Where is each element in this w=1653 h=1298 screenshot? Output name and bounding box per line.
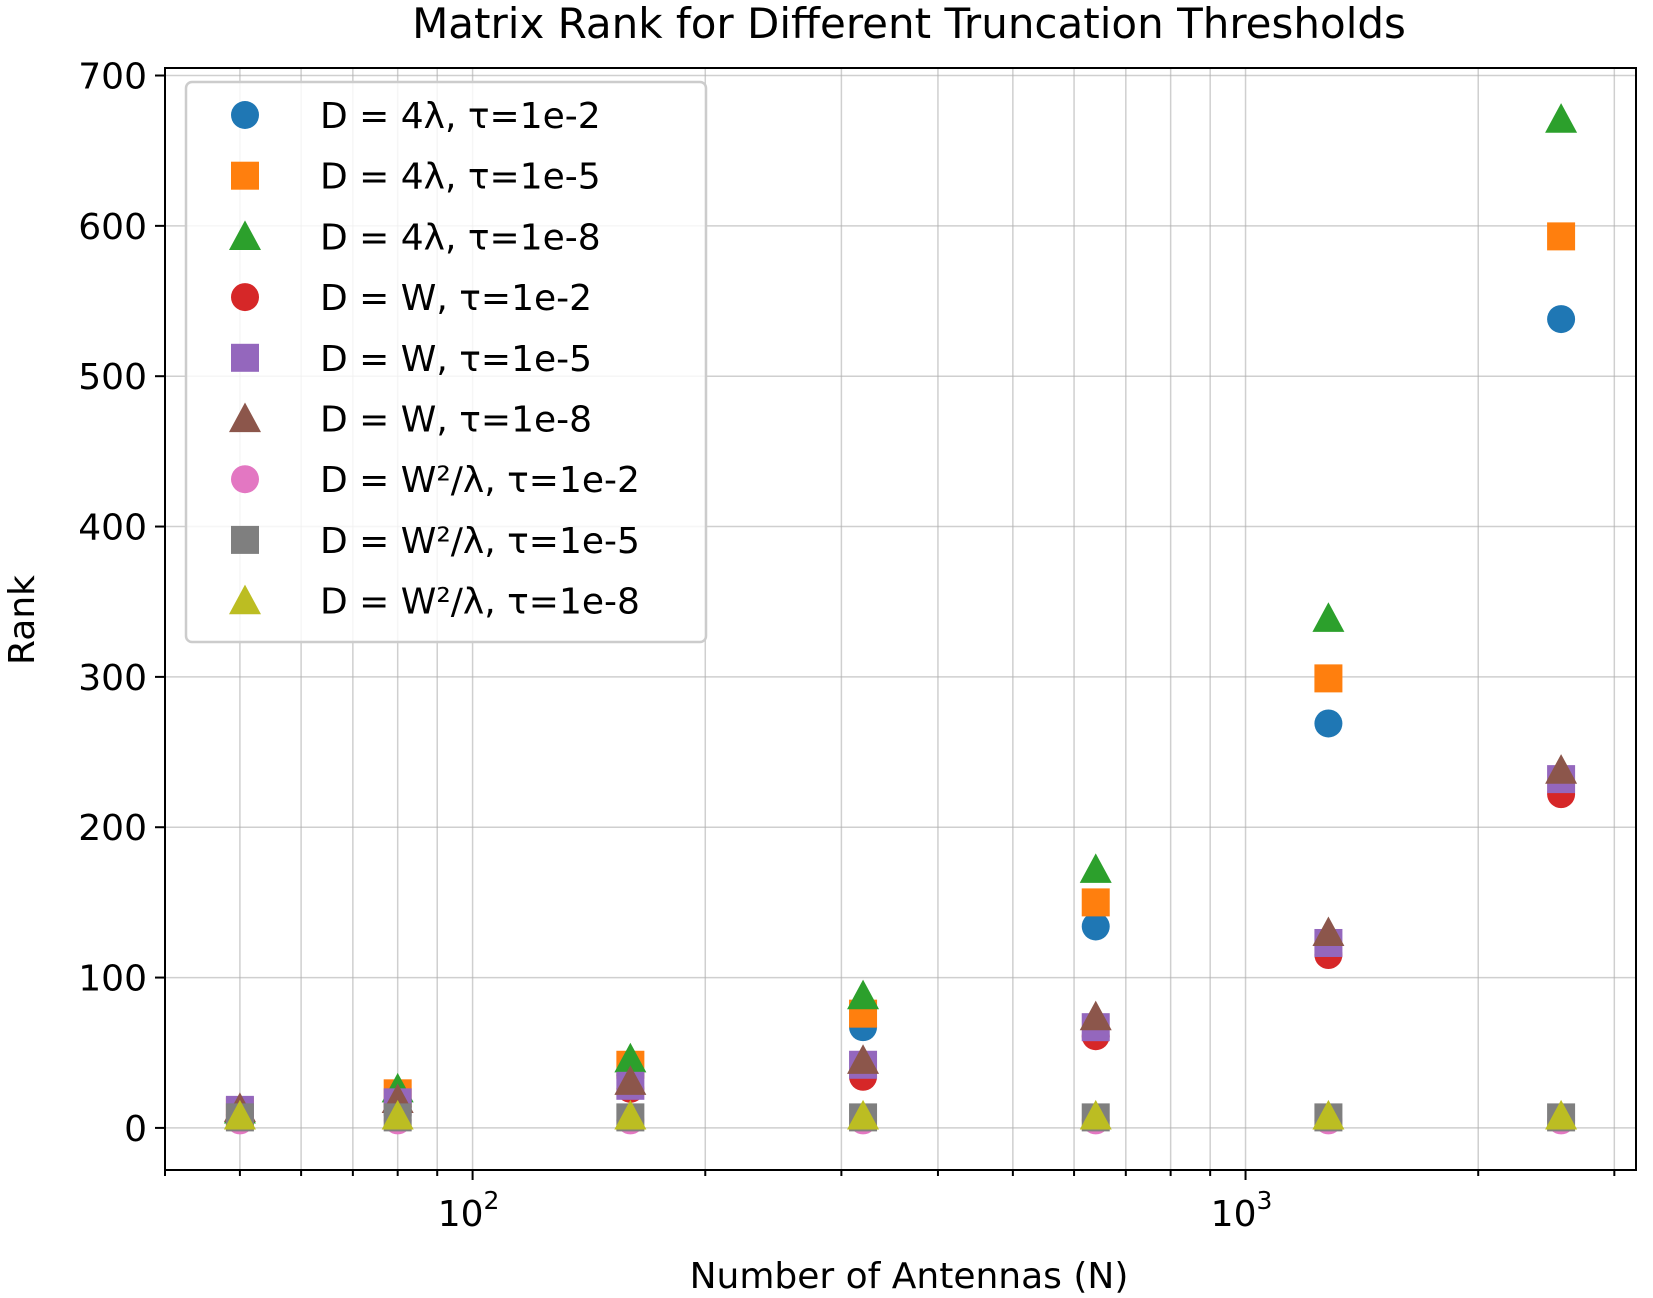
legend-entry: D = 4λ, τ=1e-8 bbox=[229, 217, 601, 258]
legend-entry: D = 4λ, τ=1e-2 bbox=[231, 96, 601, 137]
data-point bbox=[847, 1044, 880, 1074]
y-tick-label: 100 bbox=[78, 959, 147, 1000]
legend: D = 4λ, τ=1e-2 D = 4λ, τ=1e-5 D = 4λ, τ=1e… bbox=[184, 80, 708, 644]
data-point bbox=[847, 1099, 880, 1130]
data-point bbox=[1312, 916, 1345, 947]
data-point bbox=[1545, 103, 1578, 133]
data-point bbox=[1314, 709, 1343, 738]
series-9 bbox=[223, 1099, 1578, 1130]
data-point bbox=[614, 1042, 647, 1073]
legend-marker bbox=[229, 220, 261, 250]
legend-entry: D = W, τ=1e-8 bbox=[229, 400, 592, 441]
chart-title: Matrix Rank for Different Truncation Thr… bbox=[412, 0, 1406, 48]
legend-entry: D = 4λ, τ=1e-5 bbox=[231, 157, 601, 198]
y-axis-label: Rank bbox=[2, 575, 43, 665]
x-tick-label-base: 10 bbox=[1211, 1194, 1257, 1235]
y-tick-label: 200 bbox=[78, 808, 147, 849]
data-points bbox=[223, 103, 1578, 1135]
legend-marker bbox=[229, 402, 261, 433]
data-point bbox=[1314, 664, 1343, 693]
legend-marker bbox=[231, 525, 259, 554]
y-tick-label: 700 bbox=[78, 57, 147, 98]
data-point bbox=[847, 979, 880, 1010]
legend-label: D = W, τ=1e-8 bbox=[320, 400, 592, 441]
legend-label: D = 4λ, τ=1e-8 bbox=[320, 217, 601, 258]
legend-marker bbox=[231, 101, 259, 129]
x-tick-label: 103 bbox=[1211, 1186, 1273, 1235]
data-point bbox=[1312, 1099, 1345, 1130]
legend-label: D = W, τ=1e-5 bbox=[320, 339, 592, 380]
data-point bbox=[1081, 912, 1110, 941]
legend-label: D = 4λ, τ=1e-2 bbox=[320, 96, 601, 137]
data-point bbox=[1547, 222, 1576, 251]
data-point bbox=[381, 1099, 414, 1130]
y-tick-label: 400 bbox=[78, 508, 147, 549]
legend-label: D = W²/λ, τ=1e-2 bbox=[320, 460, 640, 501]
legend-entry: D = W, τ=1e-2 bbox=[231, 278, 592, 319]
legend-entry: D = W²/λ, τ=1e-8 bbox=[229, 582, 640, 623]
legend-marker bbox=[231, 465, 259, 494]
data-point bbox=[1547, 305, 1576, 334]
data-point bbox=[1081, 888, 1110, 917]
plot-frame bbox=[164, 67, 1637, 1171]
legend-label: D = 4λ, τ=1e-5 bbox=[320, 157, 601, 198]
legend-marker bbox=[231, 283, 259, 312]
x-axis-label: Number of Antennas (N) bbox=[690, 1256, 1129, 1297]
data-point bbox=[1079, 1000, 1112, 1031]
x-tick-label-exponent: 2 bbox=[484, 1186, 500, 1215]
legend-label: D = W²/λ, τ=1e-8 bbox=[320, 582, 640, 623]
legend-label: D = W, τ=1e-2 bbox=[320, 278, 592, 319]
legend-marker bbox=[229, 584, 261, 615]
data-point bbox=[1079, 1099, 1112, 1130]
data-point bbox=[614, 1099, 647, 1130]
legend-marker bbox=[231, 343, 259, 372]
legend-entry: D = W²/λ, τ=1e-2 bbox=[231, 460, 640, 501]
y-tick-label: 0 bbox=[124, 1109, 147, 1150]
y-tick-label: 600 bbox=[78, 207, 147, 248]
data-point bbox=[1312, 602, 1345, 632]
legend-marker bbox=[231, 161, 259, 190]
data-point bbox=[1079, 853, 1112, 883]
data-point bbox=[614, 1065, 647, 1095]
legend-box bbox=[184, 80, 708, 644]
y-tick-label: 300 bbox=[78, 658, 147, 699]
y-tick-label: 500 bbox=[78, 357, 147, 398]
data-point bbox=[1545, 754, 1578, 784]
x-tick-label: 102 bbox=[438, 1186, 500, 1235]
data-point bbox=[223, 1099, 256, 1130]
legend-label: D = W²/λ, τ=1e-5 bbox=[320, 521, 640, 562]
legend-entry: D = W²/λ, τ=1e-5 bbox=[231, 521, 640, 562]
x-tick-label-base: 10 bbox=[438, 1194, 484, 1235]
data-point bbox=[1545, 1099, 1578, 1130]
x-tick-label-exponent: 3 bbox=[1256, 1186, 1272, 1215]
legend-entry: D = W, τ=1e-5 bbox=[231, 339, 592, 380]
